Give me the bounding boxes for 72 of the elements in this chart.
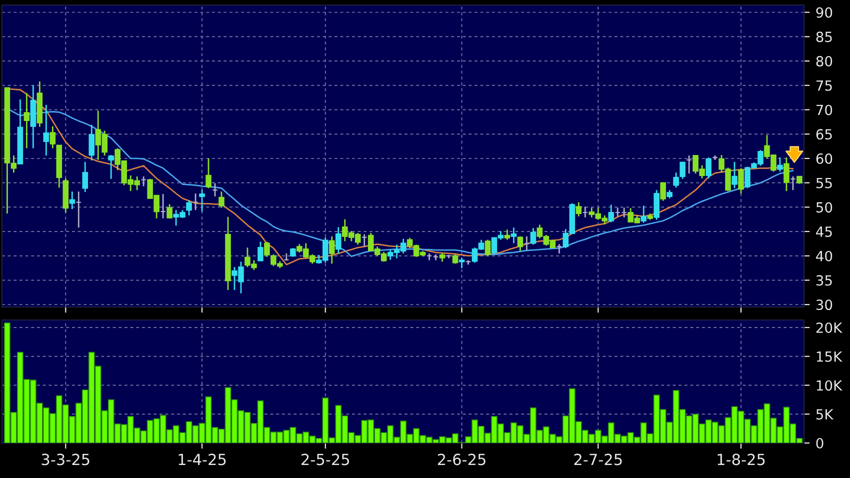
- candlestick: [530, 227, 536, 246]
- candlestick: [206, 158, 212, 189]
- candlestick: [777, 156, 783, 172]
- y-tick-label: 40: [816, 250, 832, 262]
- y-tick-label: 60: [816, 153, 832, 164]
- x-tick-label: 2-7-25: [574, 454, 622, 466]
- y-tick-label: 20K: [816, 322, 842, 333]
- candlestick: [329, 236, 335, 264]
- y-tick-label: 70: [816, 104, 832, 116]
- candlestick: [82, 161, 88, 193]
- candlestick: [361, 234, 368, 248]
- candlestick: [614, 206, 621, 218]
- candlestick: [160, 193, 166, 220]
- candlestick: [738, 167, 744, 194]
- candlestick: [258, 241, 264, 262]
- candlestick: [576, 202, 582, 218]
- x-tick-label: 1-8-25: [718, 454, 765, 466]
- candlestick: [680, 161, 686, 180]
- candlestick: [582, 206, 588, 218]
- candlestick: [212, 182, 218, 198]
- candlestick: [784, 156, 790, 192]
- candlestick: [452, 254, 458, 264]
- y-tick-label: 65: [816, 129, 832, 140]
- candlestick: [608, 204, 614, 223]
- candlestick: [192, 192, 198, 211]
- candlestick: [510, 226, 517, 244]
- y-tick-label: 50: [816, 202, 832, 213]
- candlestick: [218, 190, 224, 208]
- candlestick: [640, 204, 646, 224]
- candlestick: [790, 176, 796, 191]
- candlestick: [76, 190, 82, 228]
- candlestick: [706, 156, 712, 180]
- candlestick: [69, 190, 76, 210]
- candlestick: [50, 126, 56, 149]
- y-tick-label: 0: [816, 438, 824, 448]
- candlestick: [186, 200, 192, 216]
- candlestick: [458, 257, 465, 269]
- candlestick: [556, 243, 562, 254]
- candlestick: [199, 188, 205, 212]
- y-tick-label: 85: [816, 32, 832, 42]
- candlestick: [88, 124, 95, 162]
- candlestick: [621, 206, 628, 218]
- candlestick: [24, 92, 30, 149]
- candlestick: [484, 239, 491, 257]
- candlestick: [673, 172, 679, 188]
- candlestick: [660, 182, 666, 202]
- candlestick: [504, 228, 510, 240]
- x-tick-label: 2-6-25: [438, 454, 486, 466]
- candlestick: [686, 154, 692, 174]
- y-tick-label: 30: [816, 300, 832, 310]
- y-tick-label: 75: [816, 80, 832, 91]
- candlestick: [264, 241, 270, 258]
- y-tick-label: 45: [816, 226, 832, 237]
- candlestick: [108, 154, 114, 180]
- candlestick: [654, 189, 660, 221]
- candlestick: [43, 104, 50, 156]
- candlestick: [732, 161, 738, 189]
- y-tick-label: 5K: [816, 409, 834, 420]
- y-tick-label: 80: [816, 56, 832, 66]
- y-tick-label: 35: [816, 275, 832, 286]
- x-tick-label: 3-3-25: [42, 454, 90, 466]
- candlestick: [140, 176, 146, 187]
- candlestick: [524, 236, 530, 251]
- candlestick: [335, 226, 342, 254]
- x-tick-label: 2-5-25: [302, 454, 350, 466]
- candlestick: [517, 236, 524, 252]
- y-tick-label: 10K: [816, 380, 842, 391]
- x-tick-label: 1-4-25: [178, 454, 226, 466]
- y-tick-label: 90: [816, 7, 832, 18]
- candlestick: [166, 204, 172, 220]
- y-tick-label: 55: [816, 178, 832, 188]
- y-tick-label: 15K: [816, 352, 842, 362]
